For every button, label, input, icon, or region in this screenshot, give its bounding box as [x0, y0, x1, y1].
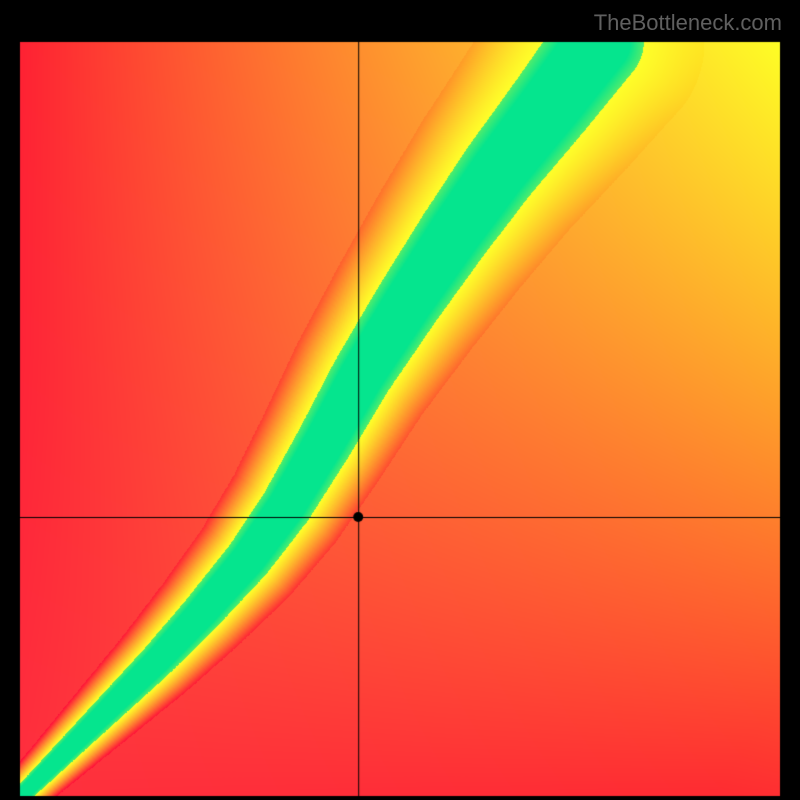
chart-container: { "attribution": "TheBottleneck.com", "c…	[0, 0, 800, 800]
attribution-text: TheBottleneck.com	[594, 10, 782, 36]
heatmap-canvas	[0, 0, 800, 800]
